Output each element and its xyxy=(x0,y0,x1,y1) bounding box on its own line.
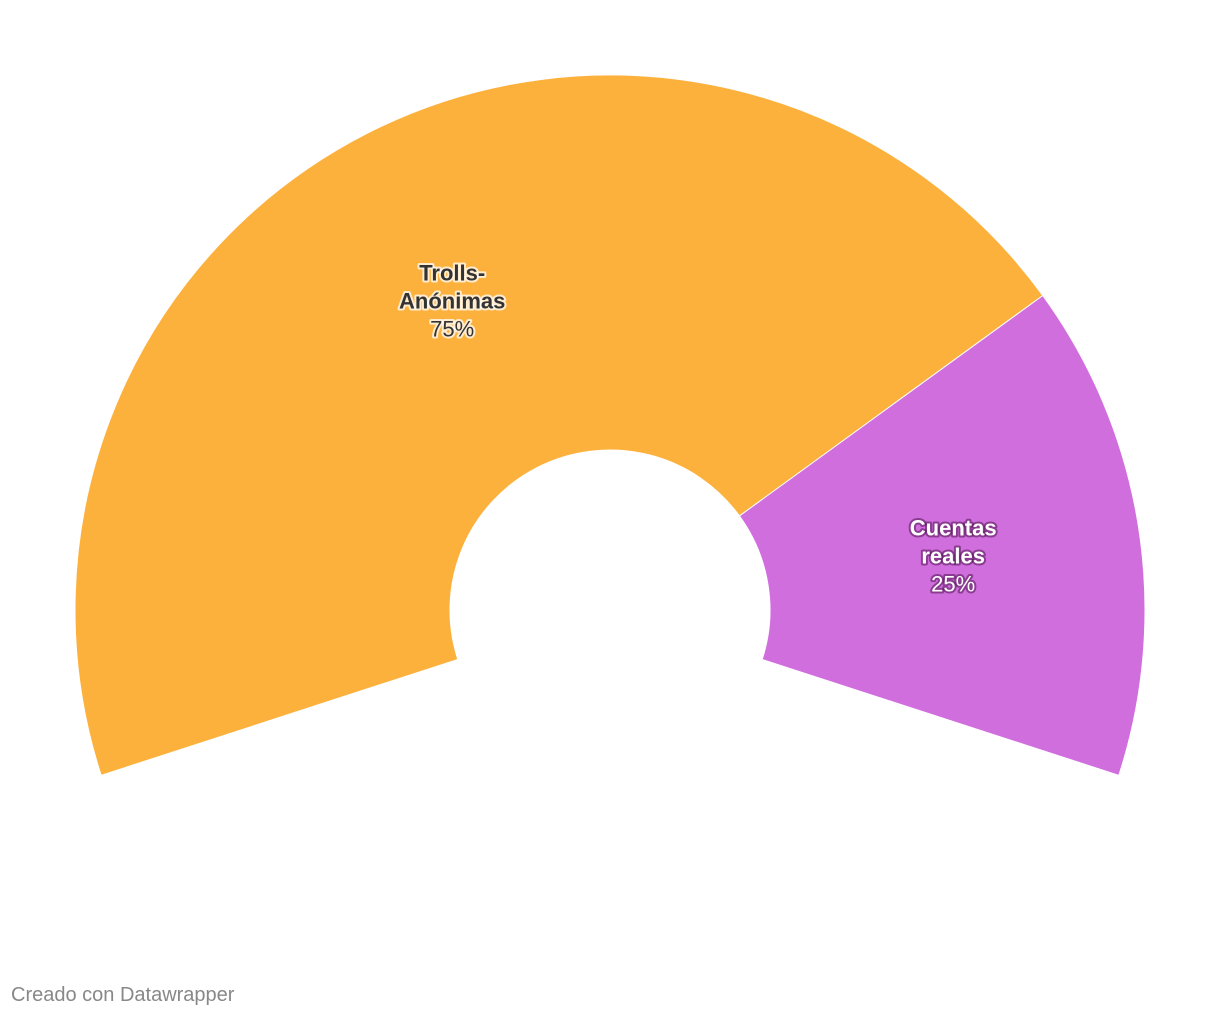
slice-name-line: Cuentas xyxy=(910,516,997,541)
slice-name-line: reales xyxy=(921,544,985,569)
slice-value-label: 75% xyxy=(430,316,474,341)
slice-1[interactable] xyxy=(74,74,1044,776)
slice-2[interactable] xyxy=(738,294,1146,776)
slice-name-line: Anónimas xyxy=(399,288,505,313)
credit-text[interactable]: Creado con Datawrapper xyxy=(11,984,235,1006)
slice-name-line: Trolls- xyxy=(419,260,485,285)
slice-label-1: Trolls- Anónimas 75% xyxy=(397,258,507,343)
slice-label-2: Cuentas reales 25% xyxy=(908,514,999,599)
slice-value-label: 25% xyxy=(931,572,975,597)
